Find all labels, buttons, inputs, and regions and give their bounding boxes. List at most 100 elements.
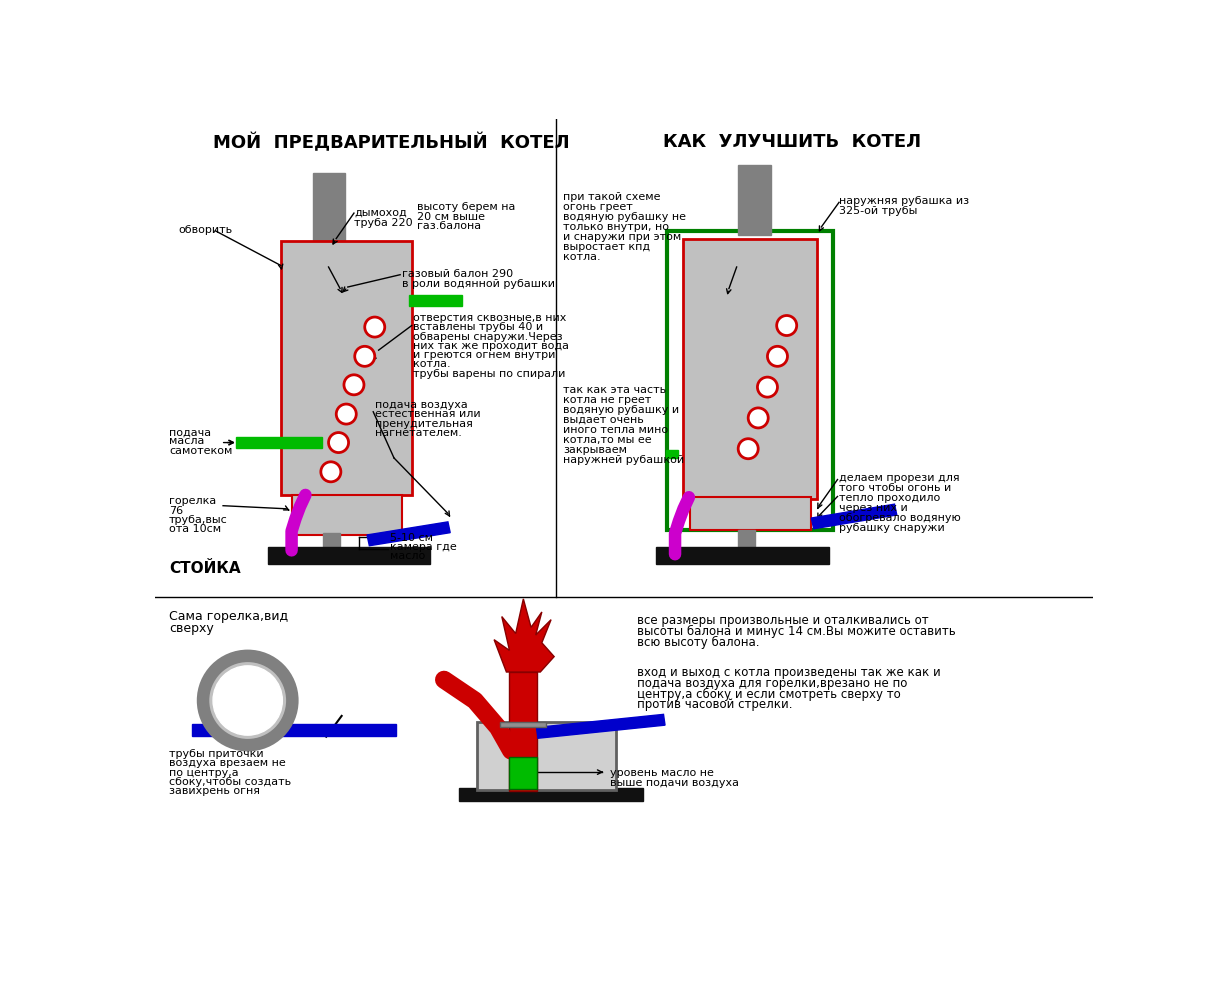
Text: того чтобы огонь и: того чтобы огонь и: [839, 484, 951, 494]
Text: уровень масло не: уровень масло не: [609, 769, 714, 779]
Text: естественная или: естественная или: [375, 409, 480, 419]
Bar: [691, 497, 811, 529]
Text: пренудительная: пренудительная: [375, 419, 473, 429]
Bar: [501, 722, 547, 728]
Text: масло: масло: [390, 551, 425, 561]
Polygon shape: [495, 599, 554, 672]
Text: выдает очень: выдает очень: [564, 415, 644, 425]
Text: масла: масла: [169, 436, 205, 447]
Bar: [738, 166, 771, 234]
Bar: [683, 238, 817, 498]
Text: вход и выход с котла произведены так же как и: вход и выход с котла произведены так же …: [637, 666, 940, 679]
Bar: [236, 437, 323, 448]
Bar: [509, 672, 537, 791]
Bar: [477, 722, 616, 789]
Bar: [409, 295, 462, 306]
Text: через них и: через них и: [839, 503, 907, 513]
Text: подача: подача: [169, 427, 211, 437]
Text: трубы варены по спирали: трубы варены по спирали: [413, 368, 565, 378]
Text: все размеры произвольные и оталкивались от: все размеры произвольные и оталкивались …: [637, 615, 928, 628]
Text: камера где: камера где: [390, 542, 457, 552]
Text: труба,выс: труба,выс: [169, 515, 228, 525]
Bar: [666, 450, 678, 458]
Text: горелка: горелка: [169, 496, 217, 506]
Text: подача воздуха для горелки,врезано не по: подача воздуха для горелки,врезано не по: [637, 676, 907, 690]
Text: 5-10 см: 5-10 см: [390, 532, 434, 542]
Circle shape: [777, 316, 797, 336]
Text: МОЙ  ПРЕДВАРИТЕЛЬНЫЙ  КОТЕЛ: МОЙ ПРЕДВАРИТЕЛЬНЫЙ КОТЕЛ: [213, 133, 570, 152]
Polygon shape: [536, 714, 665, 738]
Text: СТОЙКА: СТОЙКА: [169, 561, 241, 576]
Text: водяную рубашку не: водяную рубашку не: [564, 213, 687, 222]
Text: Сама горелка,вид: Сама горелка,вид: [169, 611, 289, 624]
Text: самотеком: самотеком: [169, 446, 233, 456]
Text: сбоку,чтобы создать: сбоку,чтобы создать: [169, 777, 291, 786]
Text: выростает кпд: выростает кпд: [564, 242, 650, 252]
Text: водяную рубашку и: водяную рубашку и: [564, 405, 680, 415]
Text: огонь греет: огонь греет: [564, 203, 633, 213]
Bar: [509, 757, 537, 789]
Text: выше подачи воздуха: выше подачи воздуха: [609, 779, 738, 788]
Text: обварены снаружи.Через: обварены снаружи.Через: [413, 332, 563, 342]
Bar: [459, 787, 643, 801]
Circle shape: [343, 374, 364, 395]
Text: и снаружи при этом: и снаружи при этом: [564, 232, 682, 242]
Text: нагнетателем.: нагнетателем.: [375, 428, 462, 438]
Bar: [738, 529, 755, 547]
Text: отверстия сквозные,в них: отверстия сквозные,в них: [413, 313, 566, 323]
Text: котла,то мы ее: котла,то мы ее: [564, 435, 652, 445]
Circle shape: [758, 377, 777, 397]
Circle shape: [213, 666, 283, 735]
Text: иного тепла мино: иного тепла мино: [564, 425, 669, 435]
Bar: [323, 533, 340, 550]
Text: труба 220: труба 220: [354, 217, 413, 227]
Text: КАК  УЛУЧШИТЬ  КОТЕЛ: КАК УЛУЧШИТЬ КОТЕЛ: [664, 133, 922, 151]
Text: наружняя рубашка из: наружняя рубашка из: [839, 197, 970, 207]
Circle shape: [329, 433, 348, 453]
Bar: [281, 241, 412, 495]
Polygon shape: [367, 522, 451, 546]
Circle shape: [364, 317, 385, 337]
Text: всю высоту балона.: всю высоту балона.: [637, 636, 759, 648]
Text: трубы приточки: трубы приточки: [169, 749, 264, 759]
Text: котла не греет: котла не греет: [564, 395, 652, 405]
Text: котла.: котла.: [413, 359, 451, 369]
Polygon shape: [811, 504, 896, 529]
Text: рубашку снаружи: рубашку снаружи: [839, 523, 945, 533]
Text: только внутри, но: только внутри, но: [564, 222, 670, 232]
Circle shape: [748, 408, 769, 428]
Text: высоты балона и минус 14 см.Вы можите оставить: высоты балона и минус 14 см.Вы можите ос…: [637, 625, 955, 638]
Text: обворить: обворить: [178, 225, 233, 235]
Text: подача воздуха: подача воздуха: [375, 400, 468, 410]
Text: вставлены трубы 40 и: вставлены трубы 40 и: [413, 323, 543, 333]
Bar: [655, 547, 829, 564]
Text: тепло проходило: тепло проходило: [839, 494, 940, 503]
Bar: [292, 495, 402, 535]
Text: в роли водянной рубашки: в роли водянной рубашки: [402, 279, 554, 289]
Text: воздуха врезаем не: воздуха врезаем не: [169, 759, 286, 769]
Circle shape: [320, 462, 341, 482]
Text: и греются огнем внутри: и греются огнем внутри: [413, 351, 555, 360]
Text: по центру,а: по центру,а: [169, 768, 239, 778]
Text: наружней рубашкой: наружней рубашкой: [564, 455, 685, 465]
Circle shape: [203, 655, 292, 745]
Text: газовый балон 290: газовый балон 290: [402, 269, 513, 279]
Text: центру,а сбоку и если смотреть сверху то: центру,а сбоку и если смотреть сверху то: [637, 687, 900, 700]
Text: против часовой стрелки.: против часовой стрелки.: [637, 698, 792, 711]
Text: закрываем: закрываем: [564, 445, 627, 455]
Text: 20 см выше: 20 см выше: [417, 212, 485, 221]
Circle shape: [354, 347, 375, 366]
Bar: [268, 547, 430, 564]
Text: обогревало водяную: обогревало водяную: [839, 513, 961, 523]
Text: завихрень огня: завихрень огня: [169, 786, 261, 796]
Text: так как эта часть: так как эта часть: [564, 385, 666, 395]
Text: 76: 76: [169, 505, 183, 515]
Text: газ.балона: газ.балона: [417, 220, 481, 230]
Text: них так же проходит вода: них так же проходит вода: [413, 341, 569, 351]
Text: при такой схеме: при такой схеме: [564, 193, 661, 203]
Text: делаем прорези для: делаем прорези для: [839, 474, 960, 484]
Bar: [313, 173, 346, 246]
Circle shape: [767, 347, 788, 366]
Circle shape: [336, 404, 356, 424]
Text: дымоход: дымоход: [354, 208, 407, 217]
